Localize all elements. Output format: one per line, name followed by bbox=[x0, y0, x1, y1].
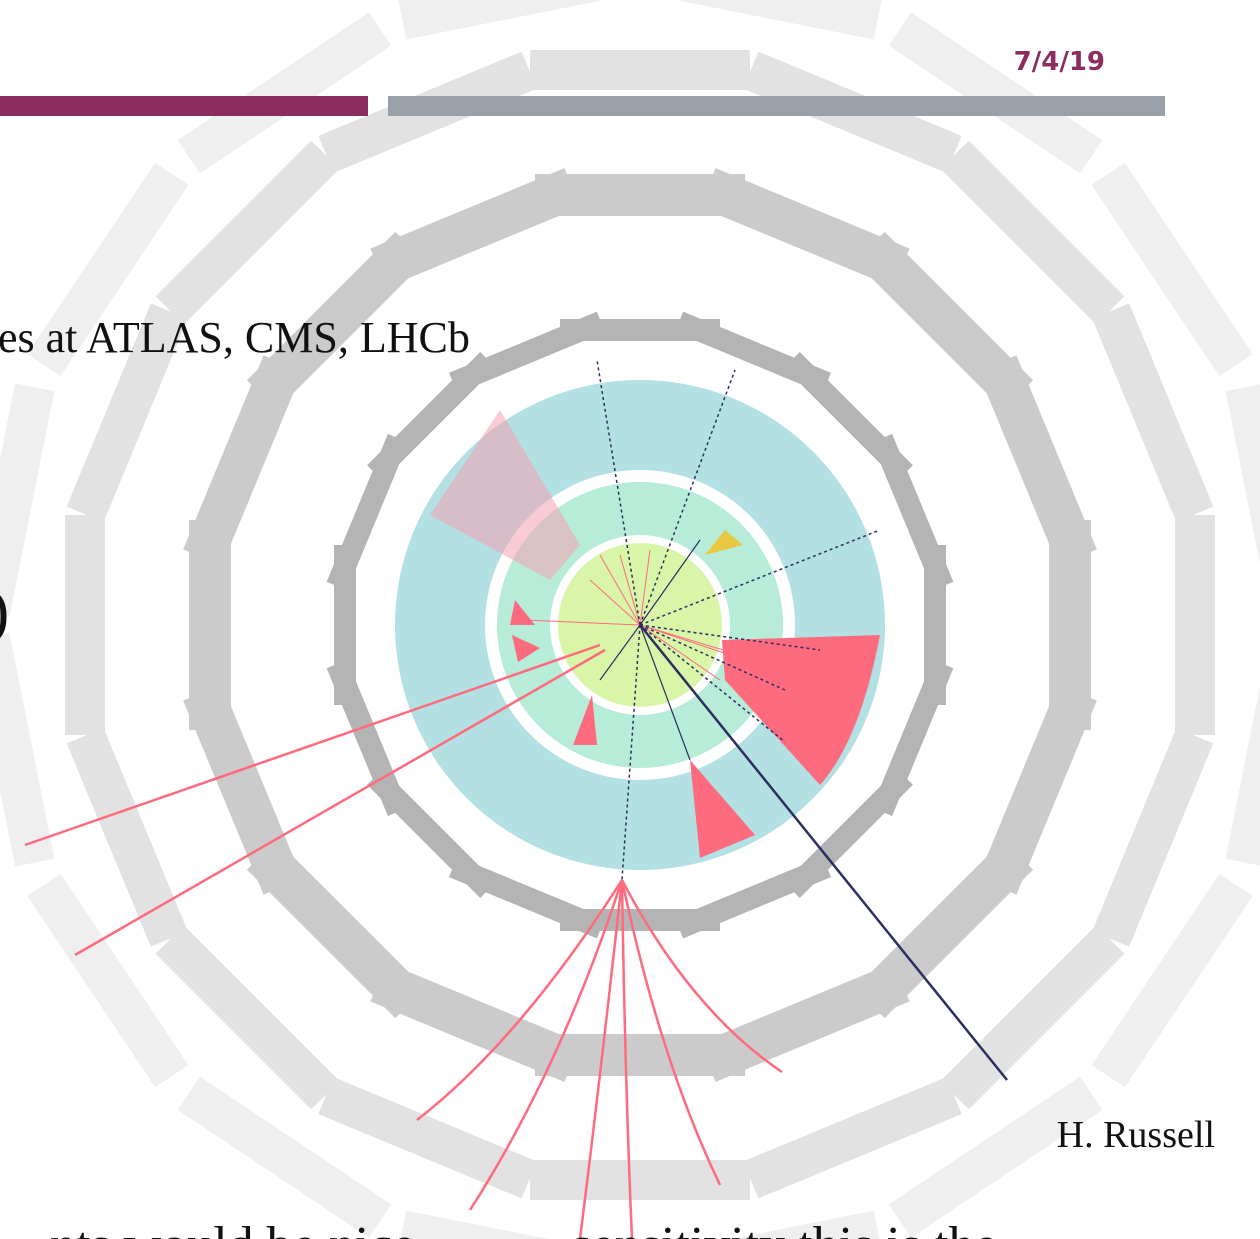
detector-segment bbox=[854, 231, 1034, 411]
energy-deposit bbox=[705, 530, 743, 555]
detector-segment bbox=[370, 168, 581, 288]
event-display bbox=[24, 359, 1008, 1239]
date: 7/4/19 bbox=[1014, 47, 1105, 77]
detector-segment bbox=[27, 873, 189, 1088]
energy-deposit bbox=[573, 695, 597, 745]
track bbox=[620, 879, 783, 1074]
detector-segment bbox=[246, 231, 426, 411]
tracks bbox=[524, 549, 761, 681]
detector-segment bbox=[940, 140, 1125, 325]
detector-segment bbox=[155, 140, 340, 325]
detector-segment bbox=[1225, 633, 1260, 867]
energy-deposit bbox=[430, 410, 580, 580]
detector-segment bbox=[65, 515, 105, 735]
detector-segment bbox=[1175, 515, 1215, 735]
track bbox=[74, 648, 606, 957]
detector-segment bbox=[648, 0, 882, 40]
header-bar bbox=[388, 96, 1165, 116]
detector-segment bbox=[189, 520, 231, 730]
detector-segment bbox=[398, 0, 632, 40]
detector-segment bbox=[1091, 873, 1253, 1088]
detector-segment bbox=[448, 311, 606, 394]
detector-segment bbox=[66, 728, 188, 947]
body-text: nts would be nice sensitivity this is th… bbox=[50, 1217, 998, 1239]
detector-segment bbox=[246, 839, 426, 1019]
detector-segment bbox=[0, 383, 55, 617]
detector-segment bbox=[177, 12, 392, 174]
credit: H. Russell bbox=[1057, 1114, 1215, 1156]
detector-segment bbox=[699, 962, 910, 1082]
detector-segment bbox=[530, 1160, 750, 1200]
track bbox=[416, 879, 624, 1121]
detector-segment bbox=[699, 168, 910, 288]
detector-segment bbox=[940, 925, 1125, 1110]
detector-segment bbox=[1091, 162, 1253, 377]
track bbox=[24, 643, 601, 847]
detector-segment bbox=[1225, 383, 1260, 617]
detector-segment bbox=[743, 1077, 962, 1199]
energy-deposit bbox=[690, 760, 755, 858]
detector-segment bbox=[530, 50, 750, 90]
header-bar-accent bbox=[0, 96, 368, 116]
detector-segment bbox=[977, 684, 1097, 895]
detector-segment bbox=[854, 839, 1034, 1019]
missing-energy bbox=[639, 624, 1008, 1081]
track bbox=[620, 879, 722, 1186]
detector-segment bbox=[177, 1076, 392, 1238]
detector-segment bbox=[1092, 728, 1214, 947]
jets bbox=[596, 359, 881, 881]
detector-segment bbox=[155, 925, 340, 1110]
detector-segment bbox=[888, 1076, 1103, 1238]
body-text: ) bbox=[0, 575, 9, 646]
detector-segment bbox=[318, 1077, 537, 1199]
detector-segment bbox=[398, 1210, 632, 1239]
detector-segment bbox=[27, 162, 189, 377]
detector-segment bbox=[66, 303, 188, 522]
muon-tracks bbox=[24, 643, 783, 1239]
detector-segment bbox=[1092, 303, 1214, 522]
track bbox=[620, 879, 634, 1239]
track bbox=[578, 879, 624, 1239]
detector-segment bbox=[648, 1210, 882, 1239]
detector-segment bbox=[370, 962, 581, 1082]
energy-deposit bbox=[510, 600, 540, 662]
detector-segment bbox=[888, 12, 1103, 174]
track bbox=[468, 879, 624, 1211]
detector-segment bbox=[1049, 520, 1091, 730]
energy-deposit bbox=[722, 635, 880, 785]
detector-segment bbox=[977, 355, 1097, 566]
tracks bbox=[599, 539, 701, 761]
detector-segment bbox=[183, 355, 303, 566]
body-text: es at ATLAS, CMS, LHCb bbox=[0, 313, 470, 362]
detector-segment bbox=[0, 633, 55, 867]
